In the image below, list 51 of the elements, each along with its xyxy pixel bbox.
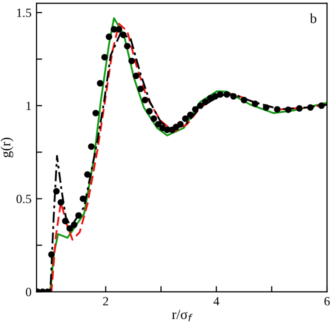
point <box>274 106 280 113</box>
point <box>142 96 148 104</box>
point <box>307 104 314 111</box>
x-tick-label: 2 <box>103 297 108 306</box>
point <box>132 72 140 80</box>
point <box>101 54 108 60</box>
point <box>187 112 194 118</box>
point <box>80 195 86 202</box>
point <box>66 225 73 232</box>
point <box>224 91 230 98</box>
point <box>88 143 95 150</box>
point <box>192 106 199 113</box>
x-tick-label: 4 <box>213 297 220 306</box>
point <box>230 93 237 100</box>
point <box>116 26 122 33</box>
point <box>182 115 189 122</box>
point <box>137 86 144 92</box>
point <box>70 222 78 228</box>
point <box>53 188 60 195</box>
point <box>240 96 248 104</box>
point <box>146 108 153 114</box>
point <box>262 104 270 111</box>
y-axis-title: g(r) <box>0 138 14 158</box>
point <box>296 105 303 112</box>
point <box>62 218 69 224</box>
x-tick-label: 6 <box>324 297 330 306</box>
point <box>252 100 258 108</box>
y-tick-label: 1.5 <box>17 8 32 18</box>
point <box>96 80 104 87</box>
point <box>128 58 135 64</box>
point <box>106 34 112 40</box>
point <box>48 251 55 258</box>
x-axis-title: r/σ$_{f}$ <box>172 310 193 322</box>
y-tick-label: 0.5 <box>16 194 32 204</box>
point <box>202 98 209 106</box>
point <box>58 199 64 206</box>
y-tick-label: 0 <box>26 288 32 296</box>
point <box>120 32 127 38</box>
point <box>84 171 91 178</box>
annotation: b <box>310 13 316 24</box>
point <box>92 110 99 116</box>
y-tick-label: 1 <box>26 102 31 110</box>
point <box>154 120 162 128</box>
point <box>150 115 158 122</box>
point <box>285 106 292 113</box>
point <box>124 42 131 50</box>
point <box>177 120 184 128</box>
point <box>318 102 325 109</box>
point <box>216 91 224 98</box>
point <box>197 102 204 109</box>
point <box>75 212 82 219</box>
